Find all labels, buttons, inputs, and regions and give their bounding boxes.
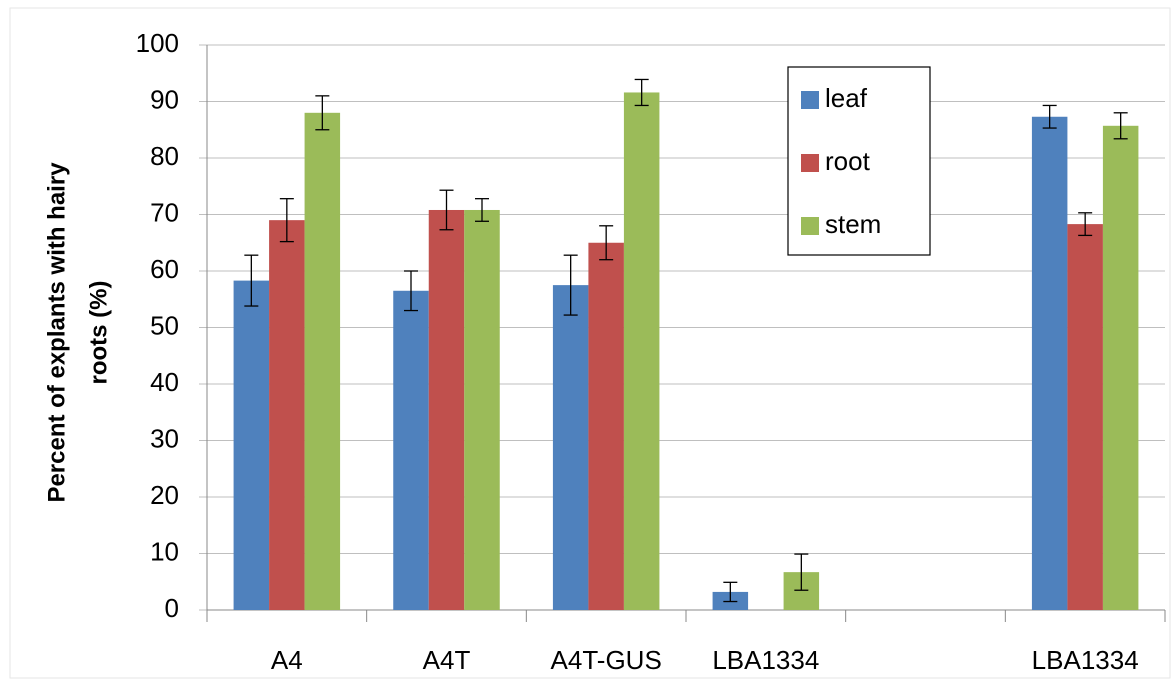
error-bar — [599, 225, 614, 261]
x-tick-label: LBA1334 — [1032, 645, 1139, 675]
y-tick-label: 100 — [136, 28, 179, 58]
bar — [623, 92, 660, 610]
error-bar — [794, 553, 809, 591]
y-tick-label: 60 — [150, 254, 179, 284]
bar — [1067, 224, 1103, 611]
legend-label: root — [825, 146, 871, 176]
error-bar — [315, 95, 330, 131]
bar — [588, 242, 624, 610]
legend-label: leaf — [825, 83, 868, 113]
error-bar — [563, 254, 578, 316]
error-bar — [1042, 104, 1057, 129]
y-tick-label: 20 — [150, 480, 179, 510]
bar — [393, 290, 429, 610]
y-tick-label: 0 — [165, 593, 179, 623]
y-tick-label: 10 — [150, 536, 179, 566]
bar — [233, 280, 270, 610]
x-tick-label: A4 — [271, 645, 303, 675]
error-bar — [475, 198, 489, 222]
y-axis-label: roots (%) — [85, 281, 112, 385]
bar — [464, 209, 500, 611]
legend-swatch — [801, 154, 819, 172]
error-bar — [279, 198, 294, 243]
legend-label: stem — [825, 209, 881, 239]
legend-swatch — [801, 91, 819, 109]
bar — [304, 112, 341, 611]
y-axis-label: Percent of explants with hairy — [43, 162, 70, 503]
error-bar — [244, 254, 259, 307]
error-bar — [404, 270, 418, 312]
x-tick-label: LBA1334 — [712, 645, 819, 675]
y-tick-label: 90 — [150, 84, 179, 114]
frame — [9, 7, 1171, 679]
bar — [1102, 125, 1139, 611]
x-tick-label: A4T — [423, 645, 471, 675]
y-tick-label: 40 — [150, 367, 179, 397]
bar — [269, 220, 305, 610]
y-tick-label: 50 — [150, 310, 179, 340]
y-tick-label: 70 — [150, 197, 179, 227]
legend-swatch — [801, 217, 819, 235]
bar — [552, 285, 589, 610]
y-tick-label: 30 — [150, 423, 179, 453]
bar — [1031, 116, 1068, 610]
error-bar — [634, 78, 649, 107]
error-bar — [723, 581, 738, 603]
bar — [428, 209, 465, 611]
error-bar — [1078, 212, 1093, 237]
error-bar — [1113, 112, 1128, 140]
x-tick-label: A4T-GUS — [551, 645, 662, 675]
error-bar — [439, 189, 454, 231]
y-tick-label: 80 — [150, 141, 179, 171]
